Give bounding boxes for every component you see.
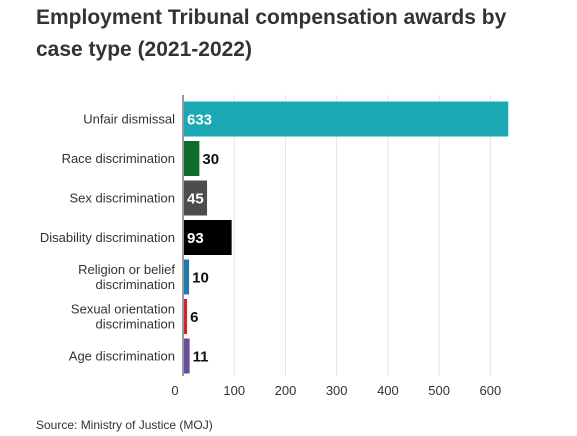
value-label: 11 [193,349,209,366]
x-tick-label: 600 [480,383,502,398]
x-tick-label: 400 [377,383,399,398]
value-label: 45 [187,191,204,208]
bar [184,141,200,176]
value-label: 30 [202,151,219,168]
bar [184,180,208,216]
category-labels: Unfair dismissal Race discrimination Sex d… [40,112,175,364]
x-tick-label: 100 [223,383,245,398]
x-tick-label: 0 [171,383,178,398]
category-label: Race discrimination [62,151,175,166]
bar [184,338,190,374]
x-tick-label: 200 [275,383,297,398]
chart-title: Employment Tribunal compensation awards … [36,6,507,61]
source-note: Source: Ministry of Justice (MOJ) [36,418,213,432]
value-label: 93 [187,230,204,247]
value-label: 633 [187,112,212,129]
category-label: Religion or belief discrimination [78,262,175,292]
category-label: Disability discrimination [40,230,175,245]
x-tick-label: 500 [428,383,450,398]
bar [184,101,509,137]
value-label: 6 [190,309,198,326]
category-label: Sex discrimination [70,191,176,206]
category-label: Age discrimination [69,349,175,364]
bars [184,101,509,374]
category-label: Sexual orientation discrimination [71,302,175,332]
bar [184,220,232,255]
gridlines [233,95,491,376]
bar [184,259,190,295]
category-label: Unfair dismissal [83,112,175,127]
x-tick-label: 300 [326,383,348,398]
value-labels: 633 30 45 93 10 6 11 [187,112,219,366]
x-axis-ticks: 0 100 200 300 400 500 600 [171,383,501,398]
value-label: 10 [192,270,209,287]
bar [184,299,188,334]
